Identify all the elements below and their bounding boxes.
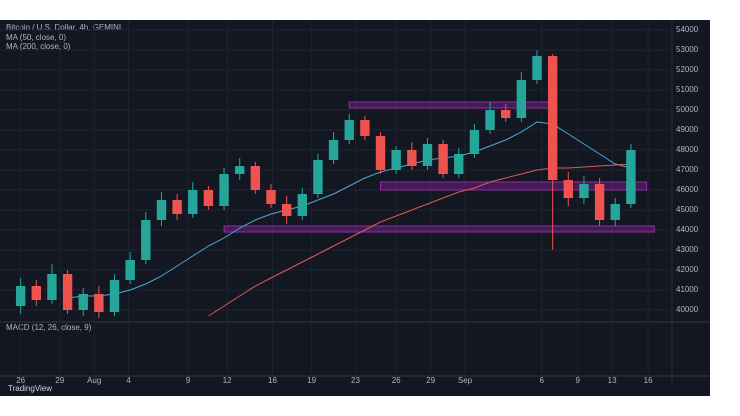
y-tick-label: 53000 [676, 45, 699, 54]
x-tick-label: 16 [644, 376, 653, 385]
x-tick-label: 16 [268, 376, 277, 385]
candle-body [94, 294, 104, 312]
candle-body [31, 286, 41, 300]
macd-label: MACD (12, 26, close, 9) [6, 323, 92, 332]
legend-entry: MA (50, close, 0) [6, 33, 66, 42]
y-tick-label: 45000 [676, 205, 699, 214]
legend-entry: MA (200, close, 0) [6, 42, 71, 51]
x-tick-label: 29 [426, 376, 435, 385]
candle-body [532, 56, 542, 80]
x-tick-label: 13 [608, 376, 617, 385]
candle-body [375, 136, 386, 170]
x-tick-label: 23 [351, 376, 360, 385]
candle-body [141, 220, 151, 260]
y-tick-label: 43000 [676, 245, 699, 254]
x-tick-label: 26 [392, 376, 401, 385]
x-tick-label: 6 [539, 376, 544, 385]
candle-body [594, 184, 605, 220]
candle-body [281, 204, 292, 216]
candle-body [407, 150, 417, 166]
moving-average [67, 121, 632, 299]
candle-body [610, 204, 620, 220]
candle-body [454, 154, 464, 174]
y-tick-label: 42000 [676, 265, 699, 274]
candle-body [219, 174, 229, 206]
x-tick-label: 9 [186, 376, 191, 385]
candle-body [360, 120, 370, 136]
x-tick-label: 12 [223, 376, 232, 385]
support-zone [380, 181, 648, 191]
footer: TradingView [8, 384, 52, 393]
candle-body [125, 260, 135, 280]
x-tick-label: Sep [458, 376, 473, 385]
y-tick-label: 49000 [676, 125, 699, 134]
candle-body [188, 190, 198, 214]
candle-body [579, 184, 589, 198]
candle-body [235, 166, 245, 174]
candle-body [62, 274, 73, 310]
candle-body [313, 160, 323, 194]
support-zone [223, 225, 655, 233]
candle-body [266, 190, 276, 204]
x-tick-label: 9 [575, 376, 580, 385]
candle-body [563, 180, 573, 198]
x-tick-label: 26 [16, 376, 25, 385]
candle-body [78, 294, 88, 310]
y-tick-label: 40000 [676, 305, 699, 314]
header: Bitcoin / U.S. Dollar, 4h, GEMINI [6, 23, 121, 32]
candle-body [344, 120, 354, 140]
candle-body [297, 194, 307, 216]
candle-body [485, 110, 495, 130]
y-tick-label: 48000 [676, 145, 699, 154]
candle-body [172, 200, 182, 214]
y-tick-label: 41000 [676, 285, 699, 294]
y-tick-label: 46000 [676, 185, 699, 194]
x-tick-label: Aug [87, 376, 101, 385]
y-tick-label: 47000 [676, 165, 699, 174]
candle-body [15, 286, 26, 306]
candle-body [391, 150, 401, 170]
candle-body [203, 190, 214, 206]
moving-average [208, 163, 631, 317]
y-tick-label: 44000 [676, 225, 699, 234]
candle-body [438, 144, 448, 174]
y-tick-label: 52000 [676, 65, 699, 74]
candle-body [47, 274, 57, 300]
candle-body [109, 280, 120, 312]
candle-body [422, 144, 433, 166]
candle-body [516, 80, 527, 118]
candle-body [626, 150, 636, 204]
x-tick-label: 29 [55, 376, 64, 385]
candle-body [547, 56, 558, 180]
x-tick-label: 4 [126, 376, 131, 385]
y-tick-label: 54000 [676, 25, 699, 34]
candle-body [250, 166, 261, 190]
candle-body [501, 110, 511, 118]
y-tick-label: 51000 [676, 85, 699, 94]
candle-body [156, 200, 167, 220]
candle-body [469, 130, 480, 154]
x-tick-label: 19 [307, 376, 316, 385]
candle-body [328, 140, 339, 160]
y-tick-label: 50000 [676, 105, 699, 114]
